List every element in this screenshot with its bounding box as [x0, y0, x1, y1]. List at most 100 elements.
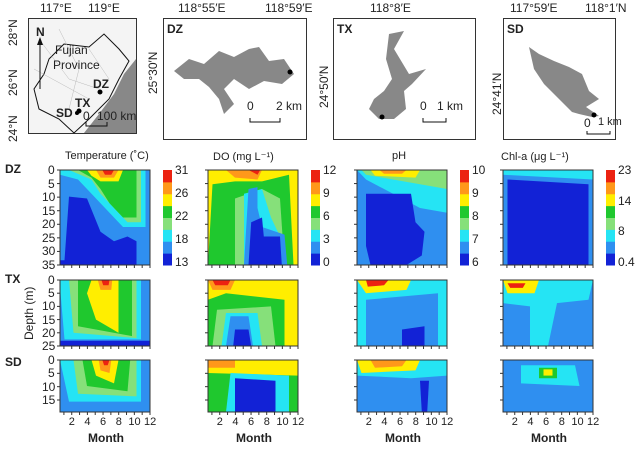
colorbar-tick: 8: [618, 224, 625, 239]
plot-frame: [207, 359, 299, 413]
plot-frame: [59, 359, 151, 413]
colorbar-swatch: [163, 229, 172, 242]
colorbar-swatch: [460, 253, 469, 266]
month-tick-label: 12: [441, 416, 454, 428]
depth-tick-label: 5: [48, 286, 55, 301]
lon-tick: 118°8′E: [370, 1, 411, 15]
contour-band: [507, 283, 526, 288]
lon-tick: 118°1′N: [585, 1, 627, 15]
column-title: pH: [392, 150, 407, 162]
contour-band: [102, 360, 110, 366]
month-tick-label: 8: [558, 416, 565, 428]
month-tick-label: 8: [412, 416, 419, 428]
colorbar-tick: 0: [323, 255, 330, 269]
dz-reservoir-shape: [174, 47, 294, 123]
contour-band: [370, 360, 407, 368]
tx-reservoir-shape: [369, 31, 447, 123]
depth-tick-label: 20: [42, 325, 56, 340]
depth-tick-label: 5: [48, 366, 55, 381]
lat-tick: 26°N: [6, 69, 20, 96]
scale-km: 2 km: [276, 99, 303, 113]
column-title: DO (mg L⁻¹): [213, 151, 274, 163]
contour-band: [235, 378, 276, 412]
month-tick-label: 2: [365, 416, 372, 428]
colorbar-swatch: [163, 181, 172, 195]
lon-tick: 118°59′E: [265, 1, 313, 15]
contour-plot-dz-1: [205, 169, 299, 268]
colorbar-swatch: [311, 253, 320, 266]
colorbar-tick: 6: [472, 255, 479, 269]
colorbar-swatch: [460, 217, 469, 230]
sd-reservoir-map: SD 0 1 km: [503, 18, 622, 140]
colorbar-swatch: [311, 193, 320, 207]
contour-band: [402, 326, 425, 346]
plot-frame: [207, 279, 299, 347]
scale-km: 1 km: [598, 116, 622, 128]
contour-plot-tx-3: [500, 279, 594, 349]
colorbar-0: [163, 170, 172, 266]
colorbar-tick: 7: [472, 232, 479, 246]
contour-band: [91, 360, 119, 384]
depth-tick-label: 10: [42, 190, 56, 205]
plot-frame: [356, 359, 448, 413]
colorbar-swatch: [163, 170, 172, 183]
colorbar-swatch: [311, 170, 320, 183]
contour-band: [248, 217, 282, 265]
month-tick-label: 2: [216, 416, 223, 428]
plot-frame: [356, 279, 448, 347]
month-tick-label: 8: [263, 416, 270, 428]
colorbar-swatch: [311, 181, 320, 195]
colorbar-tick: 9: [323, 186, 330, 200]
contour-band: [212, 280, 231, 286]
colorbar-tick: 6: [323, 209, 330, 223]
colorbar-swatch: [606, 229, 615, 242]
map-label: TX: [337, 22, 353, 36]
colorbar-swatch: [606, 217, 615, 230]
depth-tick-label: 10: [42, 379, 56, 394]
colorbar-tick: 13: [175, 255, 189, 269]
contour-plot-tx-2: [354, 279, 448, 349]
row-label-dz: DZ: [5, 162, 21, 176]
row-label-sd: SD: [5, 355, 22, 369]
north-arrow-label: N: [36, 25, 45, 39]
contour-plot-sd-0: [57, 359, 151, 415]
colorbar-swatch: [606, 193, 615, 207]
plot-frame: [356, 169, 448, 266]
colorbar-tick: 26: [175, 186, 189, 200]
colorbar-swatch: [606, 170, 615, 183]
x-axis-label: Month: [385, 431, 421, 445]
contour-band: [208, 280, 298, 346]
contour-band: [226, 170, 262, 180]
contour-band: [543, 369, 553, 376]
depth-tick-label: 5: [48, 176, 55, 191]
colorbar-swatch: [460, 181, 469, 195]
contour-band: [87, 280, 119, 333]
contour-band: [420, 380, 429, 412]
contour-band: [101, 280, 110, 286]
scale-km: 1 km: [437, 99, 464, 113]
site-dz: DZ: [93, 77, 109, 91]
month-tick-label: 2: [68, 416, 75, 428]
colorbar-swatch: [460, 241, 469, 254]
column-title: Temperature (˚C): [65, 150, 149, 162]
colorbar-tick: 23: [618, 163, 632, 177]
depth-tick-label: 35: [42, 258, 56, 272]
row-label-tx: TX: [5, 272, 21, 286]
plot-frame: [59, 279, 151, 347]
map-label: DZ: [167, 22, 183, 36]
scale-zero: 0: [420, 99, 427, 113]
colorbar-swatch: [311, 229, 320, 242]
depth-tick-label: 0: [48, 273, 55, 287]
depth-tick-label: 25: [42, 339, 56, 353]
contour-band: [60, 196, 137, 265]
colorbar-tick: 12: [323, 163, 337, 177]
depth-tick-label: 0: [48, 163, 55, 177]
overview-map-drawing: [33, 28, 136, 134]
colorbar-3: [606, 170, 615, 266]
colorbar-swatch: [163, 253, 172, 266]
x-axis-label: Month: [236, 431, 272, 445]
colorbar-swatch: [606, 253, 615, 266]
scale-zero: 0: [247, 99, 254, 113]
contour-band: [60, 340, 150, 346]
colorbar-swatch: [460, 193, 469, 207]
